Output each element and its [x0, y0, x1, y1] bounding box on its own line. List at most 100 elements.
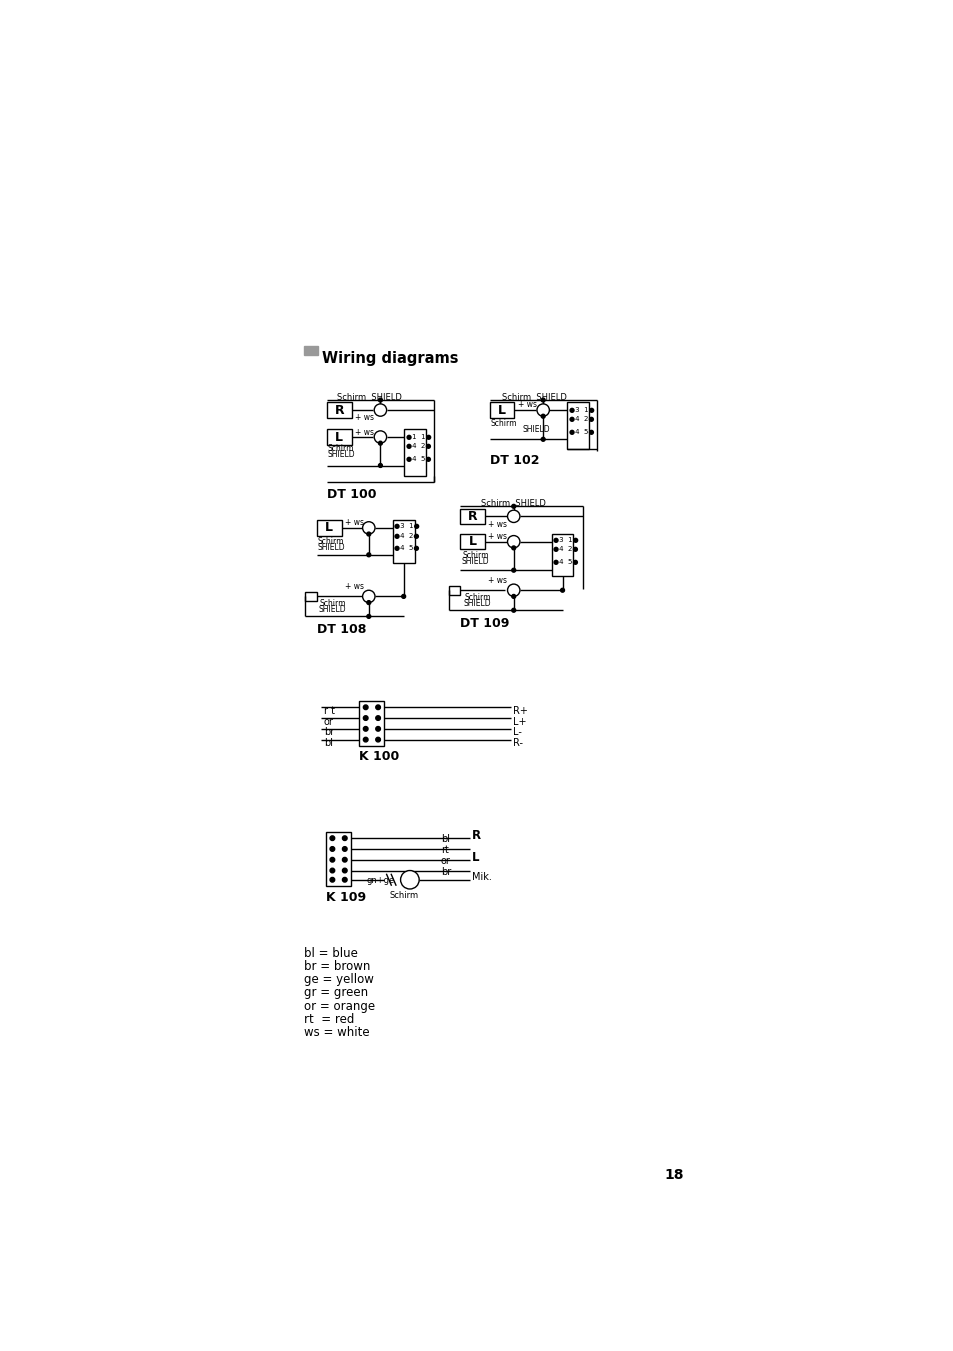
- Text: ●1  1●: ●1 1●: [406, 434, 432, 440]
- Text: Schirm  SHIELD: Schirm SHIELD: [501, 393, 566, 403]
- Circle shape: [342, 847, 347, 851]
- Text: R: R: [335, 404, 344, 416]
- Text: Schirm: Schirm: [462, 551, 489, 561]
- Text: ●3  1●: ●3 1●: [568, 407, 594, 413]
- Text: Schirm  SHIELD: Schirm SHIELD: [480, 500, 545, 508]
- Text: 18: 18: [663, 1167, 683, 1182]
- Circle shape: [375, 705, 380, 709]
- Text: SHIELD: SHIELD: [327, 450, 355, 459]
- Circle shape: [363, 716, 368, 720]
- Circle shape: [511, 546, 516, 550]
- Text: R: R: [472, 830, 480, 843]
- Text: ●4  2●: ●4 2●: [406, 443, 431, 450]
- Text: + ws: + ws: [488, 520, 507, 528]
- Text: L-: L-: [513, 727, 521, 738]
- Circle shape: [540, 438, 544, 442]
- Circle shape: [342, 877, 347, 882]
- Text: or = orange: or = orange: [303, 1000, 375, 1012]
- Bar: [459, 534, 484, 550]
- Text: ws = white: ws = white: [303, 1025, 369, 1039]
- Text: + ws: + ws: [488, 576, 507, 585]
- Circle shape: [378, 463, 382, 467]
- Text: ●4  2●: ●4 2●: [394, 532, 419, 539]
- Circle shape: [378, 442, 382, 444]
- Circle shape: [537, 404, 549, 416]
- Circle shape: [363, 738, 368, 742]
- Bar: [326, 832, 351, 886]
- Circle shape: [374, 404, 386, 416]
- Text: L: L: [325, 521, 333, 535]
- Circle shape: [367, 553, 371, 557]
- Text: R: R: [467, 509, 476, 523]
- Text: Schirm: Schirm: [327, 444, 354, 453]
- Text: or: or: [440, 857, 450, 866]
- Text: ge = yellow: ge = yellow: [303, 973, 374, 986]
- Circle shape: [363, 727, 368, 731]
- Text: br: br: [440, 867, 451, 877]
- Text: rt  = red: rt = red: [303, 1013, 354, 1025]
- Text: + ws: + ws: [344, 517, 363, 527]
- Circle shape: [363, 705, 368, 709]
- Bar: [359, 701, 384, 746]
- Circle shape: [330, 858, 335, 862]
- Bar: [316, 520, 341, 535]
- Text: ●3  1●: ●3 1●: [394, 523, 419, 530]
- Text: R-: R-: [513, 738, 522, 748]
- Text: Wiring diagrams: Wiring diagrams: [322, 351, 458, 366]
- Circle shape: [367, 601, 371, 604]
- Text: gr = green: gr = green: [303, 986, 368, 1000]
- Text: DT 100: DT 100: [327, 488, 376, 501]
- Circle shape: [507, 535, 519, 549]
- Bar: [305, 592, 316, 601]
- Text: Schirm: Schirm: [319, 598, 345, 608]
- Circle shape: [362, 521, 375, 534]
- Bar: [448, 585, 459, 594]
- Circle shape: [367, 532, 371, 536]
- Text: + ws: + ws: [344, 582, 363, 590]
- Circle shape: [375, 738, 380, 742]
- Circle shape: [511, 608, 516, 612]
- Text: gn+ge: gn+ge: [366, 875, 395, 885]
- Circle shape: [511, 594, 516, 598]
- Text: Schirm: Schirm: [389, 892, 417, 900]
- Circle shape: [342, 836, 347, 840]
- Text: bl: bl: [440, 835, 450, 844]
- Text: SHIELD: SHIELD: [463, 598, 491, 608]
- Circle shape: [401, 594, 405, 598]
- Text: SHIELD: SHIELD: [461, 557, 489, 566]
- Text: SHIELD: SHIELD: [521, 424, 549, 434]
- Text: SHIELD: SHIELD: [316, 543, 344, 553]
- Text: bl = blue: bl = blue: [303, 947, 357, 961]
- Text: L+: L+: [513, 716, 526, 727]
- Circle shape: [330, 847, 335, 851]
- Bar: [459, 508, 484, 524]
- Text: Schirm  SHIELD: Schirm SHIELD: [336, 393, 401, 403]
- Text: + ws: + ws: [355, 428, 374, 436]
- Circle shape: [330, 869, 335, 873]
- Text: + ws: + ws: [517, 400, 536, 409]
- Bar: [567, 403, 588, 449]
- Bar: [489, 403, 514, 417]
- Bar: [303, 346, 317, 354]
- Circle shape: [375, 716, 380, 720]
- Text: L: L: [468, 535, 476, 549]
- Text: ●4  5●: ●4 5●: [394, 544, 419, 551]
- Bar: [327, 430, 352, 444]
- Text: br: br: [323, 727, 334, 738]
- Circle shape: [362, 590, 375, 603]
- Circle shape: [330, 836, 335, 840]
- Text: br = brown: br = brown: [303, 961, 370, 973]
- Circle shape: [375, 727, 380, 731]
- Text: + ws: + ws: [355, 413, 374, 423]
- Text: DT 108: DT 108: [316, 623, 366, 636]
- Text: L: L: [472, 851, 478, 863]
- Circle shape: [374, 431, 386, 443]
- Text: K 109: K 109: [326, 890, 366, 904]
- Text: L: L: [335, 431, 343, 443]
- Circle shape: [367, 615, 371, 619]
- Text: SHIELD: SHIELD: [318, 605, 346, 613]
- Circle shape: [342, 858, 347, 862]
- Text: ●3  1●: ●3 1●: [553, 538, 578, 543]
- Text: ●4  2●: ●4 2●: [553, 546, 578, 553]
- Text: Schirm: Schirm: [317, 538, 344, 546]
